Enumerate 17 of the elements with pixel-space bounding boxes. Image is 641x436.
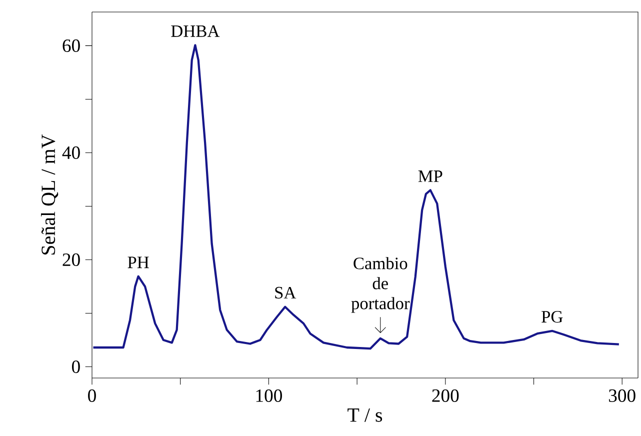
annotation: PG [542, 310, 563, 323]
y-tick-label: 40 [62, 146, 80, 160]
y-tick-label: 20 [62, 253, 80, 266]
annotation: PH [128, 256, 149, 268]
annotation: MP [418, 170, 442, 182]
y-axis-title: Señal QL / mV [41, 134, 58, 254]
annotation: SA [275, 286, 296, 299]
x-tick-label: 300 [609, 389, 636, 402]
annotation: Cambio de portador [351, 257, 410, 313]
x-tick-label: 100 [256, 389, 282, 402]
line-series [92, 44, 620, 350]
y-tick-label: 60 [62, 39, 80, 52]
x-axis-title: T / s [348, 408, 382, 422]
annotation: DHBA [171, 25, 220, 37]
x-tick-label: 0 [88, 389, 96, 402]
x-tick-label: 200 [432, 389, 459, 402]
y-tick-label: 0 [72, 360, 80, 374]
